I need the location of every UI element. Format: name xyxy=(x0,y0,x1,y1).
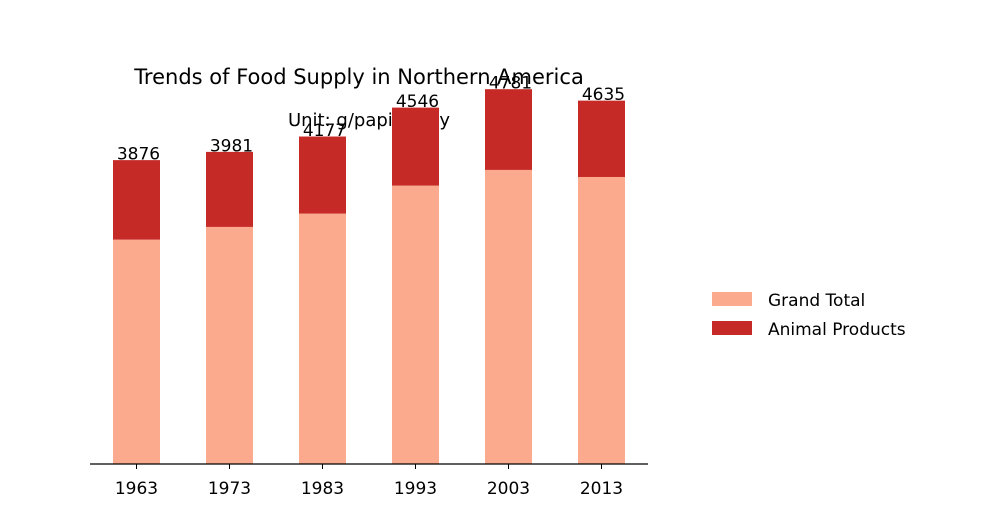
total-label-1973: 3981 xyxy=(210,136,253,156)
chart-title: Trends of Food Supply in Northern Americ… xyxy=(133,65,584,89)
x-tick-label-1993: 1993 xyxy=(394,479,437,499)
total-label-2013: 4635 xyxy=(582,85,625,105)
x-tick-label-2013: 2013 xyxy=(580,479,623,499)
legend-swatch-grand-total xyxy=(712,292,752,306)
total-label-1993: 4546 xyxy=(396,92,439,112)
bar-animal-products-2013 xyxy=(578,100,625,177)
x-ticks-group: 1963 1973 1983 1993 2003 2013 xyxy=(115,464,623,499)
bar-grand-total-1973 xyxy=(206,226,253,464)
bar-grand-total-2013 xyxy=(578,176,625,464)
bar-animal-products-1973 xyxy=(206,151,253,227)
bar-animal-products-2003 xyxy=(485,89,532,170)
total-label-1983: 4177 xyxy=(303,121,346,141)
legend: Grand Total Animal Products xyxy=(712,291,906,340)
x-tick-label-1983: 1983 xyxy=(301,479,344,499)
bar-grand-total-1993 xyxy=(392,185,439,464)
x-tick-label-1973: 1973 xyxy=(208,479,251,499)
legend-swatch-animal-products xyxy=(712,321,752,335)
legend-label-animal-products: Animal Products xyxy=(768,320,906,340)
x-tick-label-2003: 2003 xyxy=(487,479,530,499)
legend-label-grand-total: Grand Total xyxy=(768,291,865,311)
bar-grand-total-2003 xyxy=(485,169,532,464)
bar-animal-products-1963 xyxy=(113,160,160,240)
bar-animal-products-1983 xyxy=(299,136,346,214)
total-label-2003: 4781 xyxy=(489,74,532,94)
bars-group xyxy=(113,89,625,464)
total-label-1963: 3876 xyxy=(117,145,160,165)
bar-grand-total-1963 xyxy=(113,239,160,464)
bar-animal-products-1993 xyxy=(392,107,439,186)
data-labels-group: 3876 3981 4177 4546 4781 4635 xyxy=(117,74,625,165)
bar-grand-total-1983 xyxy=(299,213,346,464)
x-tick-label-1963: 1963 xyxy=(115,479,158,499)
